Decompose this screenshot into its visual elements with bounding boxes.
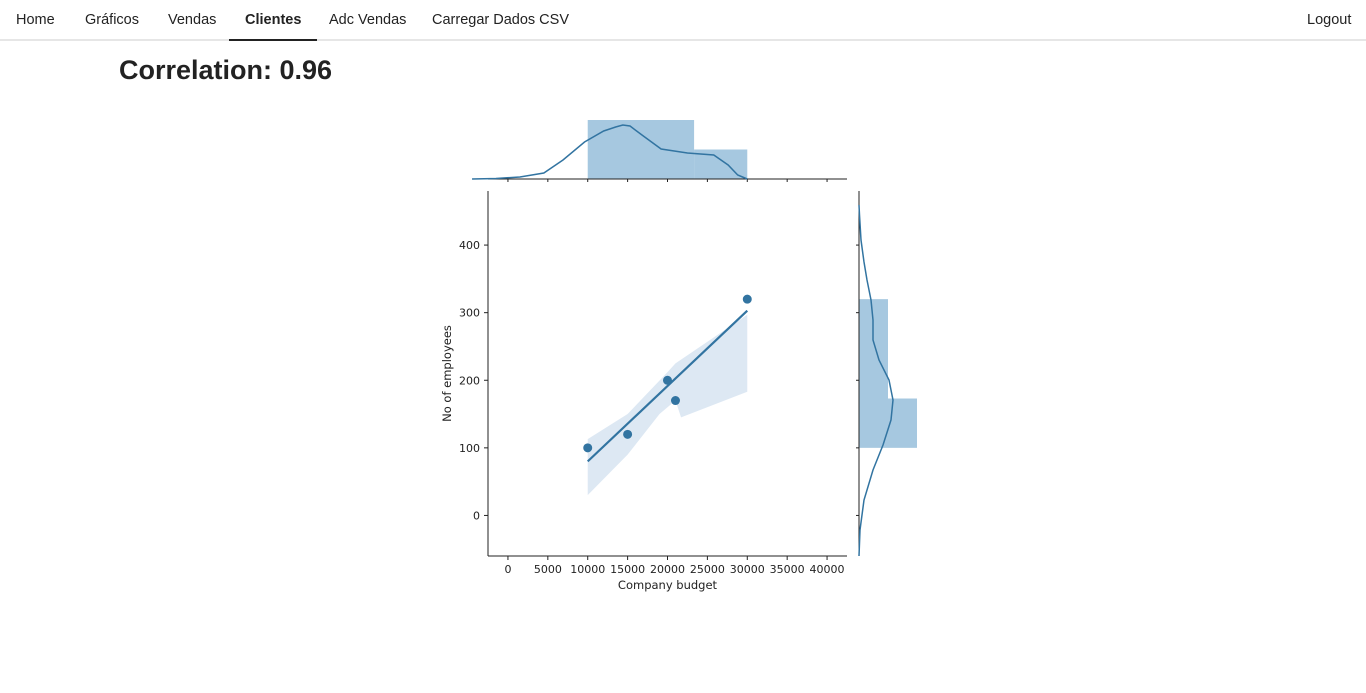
y-tick-label: 300 [459, 307, 480, 320]
right-histogram-bar-2 [859, 299, 888, 399]
y-tick-label: 0 [473, 509, 480, 522]
x-axis-label: Company budget [618, 578, 718, 592]
y-axis-label: No of employees [440, 325, 454, 422]
scatter-point-2 [623, 429, 633, 439]
top-navbar: Home Gráficos Vendas Clientes Adc Vendas… [0, 0, 1366, 41]
nav-clientes[interactable]: Clientes [228, 0, 318, 41]
x-tick-label: 35000 [770, 563, 805, 576]
scatter-point-4 [670, 396, 680, 406]
x-tick-label: 25000 [690, 563, 725, 576]
logout-link[interactable]: Logout [1307, 12, 1352, 28]
nav-graficos[interactable]: Gráficos [85, 12, 139, 28]
x-tick-label: 0 [504, 563, 511, 576]
scatter-point-5 [742, 294, 752, 304]
page-title: Correlation: 0.96 [119, 55, 333, 85]
nav-adc-vendas[interactable]: Adc Vendas [329, 12, 407, 28]
regression-line [586, 309, 749, 463]
y-tick-label: 100 [459, 442, 480, 455]
right-kde-curve [858, 204, 894, 557]
scatter-point-3 [663, 375, 672, 385]
x-tick-label: 30000 [730, 563, 765, 576]
y-tick-label: 200 [459, 374, 480, 387]
right-histogram-bar-1 [859, 398, 917, 448]
x-tick-label: 40000 [810, 563, 845, 576]
y-tick-label: 400 [459, 239, 480, 252]
nav-vendas[interactable]: Vendas [168, 12, 217, 28]
confidence-band [587, 314, 748, 496]
x-tick-label: 5000 [534, 563, 562, 576]
scatter-point-1 [583, 443, 593, 453]
x-tick-label: 20000 [650, 563, 685, 576]
nav-home[interactable]: Home [16, 12, 55, 28]
nav-carregar-dados-csv[interactable]: Carregar Dados CSV [432, 12, 569, 28]
x-tick-label: 10000 [570, 563, 605, 576]
top-histogram-bar-1 [587, 120, 695, 179]
top-kde-curve [472, 124, 748, 180]
x-tick-label: 15000 [610, 563, 645, 576]
